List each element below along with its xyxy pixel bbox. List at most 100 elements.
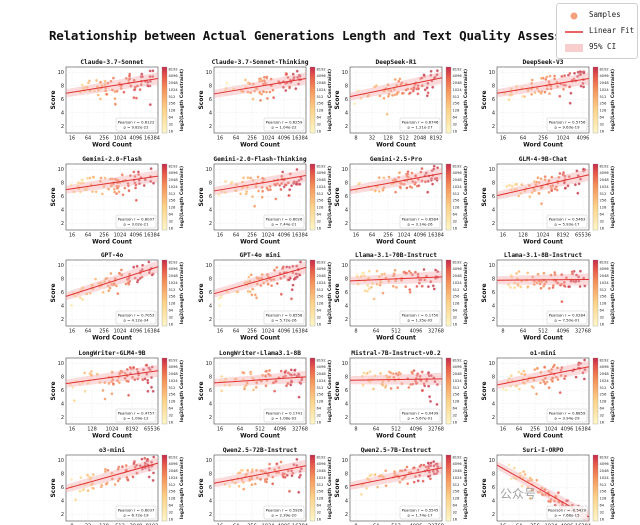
- sample-point: [435, 176, 439, 180]
- sample-point: [109, 184, 113, 188]
- subplot-title: Claude-3.7-Sonnet-Thinking: [212, 58, 309, 66]
- sample-point: [80, 83, 84, 87]
- sample-point: [540, 202, 544, 206]
- sample-point: [101, 290, 105, 294]
- sample-point: [520, 183, 524, 187]
- x-tick-label: 32768: [292, 427, 308, 433]
- sample-point: [239, 192, 243, 196]
- x-tick-label: 1024: [106, 427, 119, 433]
- sample-point: [152, 181, 156, 185]
- sample-point: [408, 290, 412, 294]
- sample-point: [234, 189, 238, 193]
- sample-point: [359, 96, 363, 100]
- p-value: p = 1.04e-22: [272, 125, 298, 130]
- y-tick-label: 6: [492, 485, 495, 491]
- colorbar-tick-label: 32: [317, 315, 322, 319]
- y-tick-label: 10: [206, 361, 212, 367]
- colorbar-tick-label: 128: [453, 206, 461, 210]
- sample-point: [85, 292, 89, 296]
- sample-point: [96, 93, 100, 97]
- colorbar-tick-label: 2048: [600, 178, 610, 182]
- pearson-r: Pearson r = 0.1750: [402, 313, 439, 318]
- colorbar-tick-label: 8192: [453, 164, 462, 168]
- colorbar-label: log2(Length Constraint): [179, 166, 185, 228]
- sample-point: [78, 190, 82, 194]
- colorbar-tick-label: 2048: [453, 372, 463, 376]
- sample-point: [260, 195, 264, 199]
- colorbar-tick-label: 2048: [600, 274, 610, 278]
- sample-point: [397, 371, 401, 375]
- colorbar-tick-label: 32: [169, 413, 174, 417]
- sample-point: [258, 90, 262, 94]
- sample-point: [241, 180, 245, 184]
- sample-point: [70, 303, 74, 307]
- colorbar-tick-label: 4096: [169, 171, 179, 175]
- colorbar-tick-label: 64: [169, 309, 174, 313]
- ci-band: [66, 170, 158, 194]
- sample-point: [132, 170, 136, 174]
- colorbar-label: log2(Length Constraint): [179, 262, 185, 324]
- sample-point: [137, 173, 141, 177]
- x-tick-label: 16384: [292, 329, 308, 335]
- colorbar-tick-label: 2048: [169, 469, 179, 473]
- colorbar-tick-label: 2048: [169, 178, 179, 182]
- colorbar-tick-label: 4096: [317, 267, 327, 271]
- colorbar-tick-label: 128: [453, 109, 461, 113]
- sample-point: [573, 183, 577, 187]
- sample-point: [427, 384, 431, 388]
- sample-point: [366, 94, 370, 98]
- colorbar-tick-label: 1024: [169, 281, 179, 285]
- sample-point: [132, 365, 136, 369]
- sample-point: [251, 468, 255, 472]
- sample-point: [408, 91, 412, 95]
- ci-band: [350, 71, 442, 101]
- sample-point: [551, 184, 555, 188]
- subplot-title: Mistral-7B-Instruct-v0.2: [351, 349, 441, 357]
- sample-point: [151, 69, 155, 73]
- colorbar-tick-label: 512: [169, 95, 176, 99]
- x-tick-label: 512: [391, 329, 401, 335]
- sample-point: [558, 283, 562, 287]
- p-value: p = 6.72e-19: [124, 513, 150, 518]
- sample-point: [400, 91, 404, 95]
- colorbar-tick-label: 16: [453, 226, 458, 230]
- colorbar-tick-label: 16: [600, 129, 605, 133]
- colorbar-tick-label: 32: [600, 219, 605, 223]
- sample-point: [555, 188, 559, 192]
- sample-point: [103, 79, 107, 83]
- sample-point: [99, 176, 103, 180]
- y-tick-label: 2: [61, 124, 64, 130]
- y-tick-label: 10: [206, 458, 212, 464]
- sample-point: [535, 366, 539, 370]
- sample-point: [291, 72, 295, 76]
- sample-point: [412, 86, 416, 90]
- colorbar: [161, 454, 168, 522]
- sample-point: [513, 183, 517, 187]
- colorbar: [592, 66, 599, 134]
- x-tick-label: 4096: [557, 329, 570, 335]
- sample-point: [365, 486, 369, 490]
- sample-point: [265, 369, 269, 373]
- ci-band: [214, 261, 306, 298]
- sample-point: [558, 172, 562, 176]
- colorbar-tick-label: 8192: [453, 67, 462, 71]
- sample-point: [245, 190, 249, 194]
- x-tick-label: 8192: [430, 136, 443, 142]
- colorbar-tick-label: 512: [453, 95, 460, 99]
- colorbar-tick-label: 32: [600, 122, 605, 126]
- sample-point: [558, 391, 562, 395]
- sample-point: [127, 189, 131, 193]
- sample-point: [377, 275, 381, 279]
- sample-point: [247, 275, 251, 279]
- y-axis-label: Score: [198, 381, 205, 400]
- x-tick-label: 16: [217, 329, 223, 335]
- colorbar-tick-label: 2048: [317, 178, 327, 182]
- sample-point: [560, 300, 564, 304]
- colorbar: [592, 454, 599, 522]
- colorbar-tick-label: 32: [169, 219, 174, 223]
- sample-point: [133, 175, 137, 179]
- sample-point: [522, 470, 526, 474]
- sample-point: [128, 174, 132, 178]
- sample-point: [254, 385, 258, 389]
